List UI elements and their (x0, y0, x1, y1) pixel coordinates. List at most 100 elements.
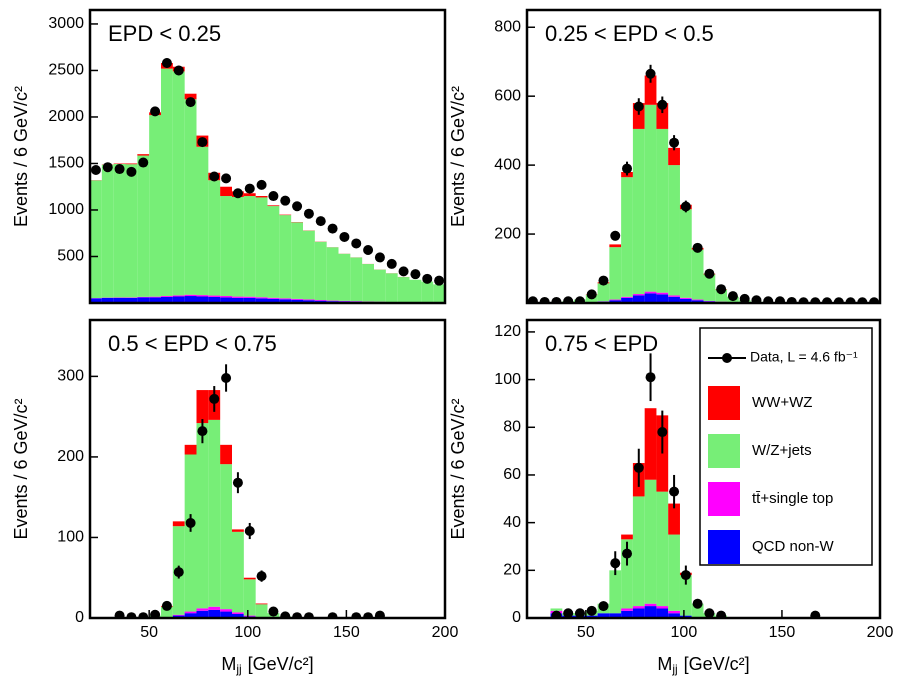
bar-segment (715, 289, 728, 302)
bar-segment (137, 155, 150, 297)
y-tick-label: 40 (503, 514, 521, 531)
data-point (292, 612, 303, 618)
y-tick-label: 60 (503, 466, 521, 483)
bar-segment (621, 534, 633, 540)
bar-segment (255, 297, 268, 299)
bar-segment (632, 294, 645, 296)
plot-area (90, 58, 445, 303)
data-point (833, 297, 844, 303)
data-point (563, 608, 574, 618)
y-tick-label: 200 (494, 225, 521, 242)
data-point (244, 183, 255, 194)
data-point (774, 296, 785, 303)
bar-segment (656, 606, 669, 609)
plot-area (550, 353, 821, 618)
data-point (351, 612, 362, 618)
data-point (610, 558, 621, 569)
bar-segment (621, 610, 633, 618)
legend-label: WW+WZ (752, 394, 812, 411)
bar-segment (621, 539, 633, 609)
legend-swatch (708, 386, 740, 420)
y-tick-label: 100 (57, 529, 84, 546)
data-point (161, 600, 172, 611)
data-point (692, 242, 703, 253)
data-point (633, 101, 644, 112)
bar-segment (101, 164, 114, 298)
bar-segment (161, 296, 173, 297)
bar-segment (232, 531, 244, 613)
data-point (244, 526, 255, 537)
data-point (810, 610, 821, 618)
bar-segment (267, 206, 280, 298)
data-point (598, 275, 609, 286)
bar-segment (303, 299, 315, 301)
bar-segment (267, 298, 280, 303)
data-point (150, 609, 161, 618)
data-point (622, 163, 633, 174)
bar-segment (632, 103, 645, 129)
bar-segment (691, 249, 704, 300)
data-point (374, 252, 385, 263)
bar-segment (172, 295, 185, 297)
bar-segment (267, 297, 280, 299)
data-point (102, 162, 113, 173)
y-tick-label: 0 (512, 609, 521, 626)
data-point (280, 195, 291, 206)
bar-segment (255, 196, 268, 198)
bar-segment (644, 606, 657, 618)
data-point (90, 164, 101, 175)
bar-segment (208, 606, 221, 610)
bar-segment (220, 464, 232, 610)
bar-segment (184, 613, 197, 618)
bar-segment (220, 609, 232, 612)
bar-segment (632, 295, 645, 303)
bar-segment (644, 479, 657, 604)
data-point (845, 297, 856, 303)
bar-segment (326, 300, 339, 302)
data-point (363, 612, 374, 618)
bar-segment (208, 419, 221, 607)
bar-segment (291, 299, 303, 303)
data-point (657, 99, 668, 110)
x-tick-label: 200 (432, 624, 459, 641)
data-point (150, 106, 161, 117)
bar-segment (397, 277, 410, 303)
data-point (114, 610, 125, 618)
bar-segment (208, 180, 221, 296)
data-point (704, 268, 715, 279)
bar-segment (644, 75, 657, 105)
bar-segment (196, 295, 209, 297)
bar-segment (632, 128, 645, 295)
bar-segment (184, 296, 197, 303)
bar-segment (243, 193, 256, 197)
data-point (563, 296, 574, 303)
data-point (114, 164, 125, 175)
data-point (716, 284, 727, 295)
bar-segment (597, 283, 610, 302)
y-tick-label: 2000 (48, 108, 84, 125)
panel-title: 0.5 < EPD < 0.75 (108, 331, 277, 356)
bar-segment (196, 390, 209, 424)
data-point (751, 295, 762, 303)
data-point (173, 567, 184, 578)
bar-segment (232, 612, 244, 614)
bar-segment (184, 611, 197, 614)
bar-segment (149, 115, 161, 297)
x-axis-label-subscript: jj (671, 662, 677, 676)
data-point (268, 606, 279, 617)
data-point (598, 601, 609, 612)
plot-area (114, 364, 385, 618)
data-point (622, 548, 633, 559)
data-point (303, 208, 314, 219)
data-point (256, 571, 267, 582)
data-point (126, 612, 137, 618)
bar-segment (243, 579, 256, 616)
bar-segment (609, 300, 622, 303)
x-tick-label: 150 (769, 624, 796, 641)
bar-segment (243, 196, 256, 297)
y-tick-label: 2500 (48, 62, 84, 79)
data-point (268, 191, 279, 202)
plot-area (527, 64, 880, 303)
bar-segment (668, 295, 680, 297)
bar-segment (609, 244, 622, 248)
